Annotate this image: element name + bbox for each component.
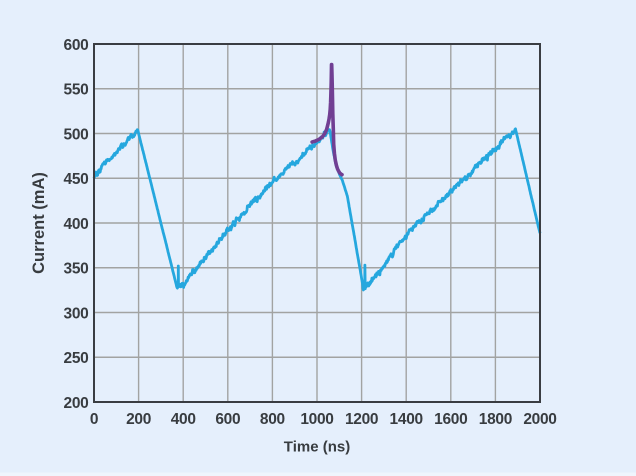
svg-text:250: 250 — [64, 350, 89, 367]
svg-text:350: 350 — [64, 261, 89, 278]
svg-text:1200: 1200 — [345, 411, 378, 428]
svg-text:200: 200 — [64, 395, 89, 412]
svg-text:500: 500 — [64, 126, 89, 143]
svg-text:0: 0 — [90, 411, 98, 428]
svg-text:1000: 1000 — [300, 411, 333, 428]
svg-text:600: 600 — [64, 37, 89, 54]
svg-text:550: 550 — [64, 82, 89, 99]
svg-text:Current (mA): Current (mA) — [30, 172, 48, 274]
svg-text:300: 300 — [64, 305, 89, 322]
svg-text:Time (ns): Time (ns) — [284, 439, 350, 456]
svg-text:400: 400 — [171, 411, 196, 428]
svg-text:1600: 1600 — [434, 411, 467, 428]
svg-text:400: 400 — [64, 216, 89, 233]
svg-text:1800: 1800 — [479, 411, 512, 428]
svg-text:800: 800 — [260, 411, 285, 428]
svg-text:600: 600 — [215, 411, 240, 428]
svg-text:450: 450 — [64, 171, 89, 188]
svg-text:2000: 2000 — [523, 411, 556, 428]
svg-text:200: 200 — [126, 411, 151, 428]
svg-text:1400: 1400 — [390, 411, 423, 428]
